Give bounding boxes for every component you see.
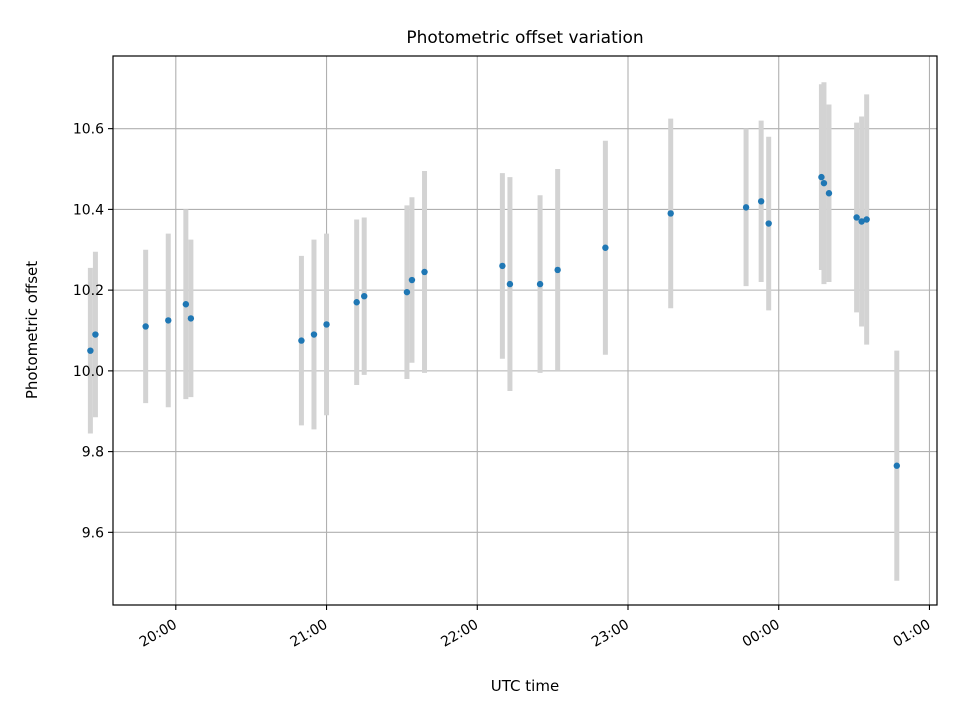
y-tick-label: 9.6: [82, 525, 104, 541]
data-point: [765, 220, 772, 227]
data-point: [667, 210, 674, 217]
plot-frame: [112, 55, 938, 606]
y-tick-label: 10.4: [73, 202, 104, 218]
y-axis-label: Photometric offset: [23, 261, 41, 399]
data-point: [142, 323, 149, 330]
data-point: [323, 321, 330, 328]
data-point: [310, 331, 318, 338]
point-layer: [87, 173, 901, 469]
data-point: [499, 262, 506, 270]
data-point: [506, 280, 514, 288]
data-point: [863, 216, 870, 223]
y-tick-label: 10.0: [73, 364, 104, 380]
data-point: [858, 218, 865, 225]
data-point: [165, 317, 172, 324]
data-point: [298, 337, 305, 344]
data-point: [893, 462, 901, 469]
data-point: [92, 331, 99, 338]
data-point: [421, 268, 428, 276]
data-point: [536, 280, 544, 288]
y-tick-label: 10.2: [73, 283, 104, 299]
data-point: [602, 244, 609, 251]
data-point: [182, 301, 190, 308]
data-point: [853, 214, 860, 221]
data-point: [187, 315, 195, 322]
data-point: [757, 198, 765, 205]
x-axis-label: UTC time: [491, 677, 559, 695]
y-axis-ticks: 9.6 9.8 10.0 10.2 10.4 10.6: [73, 122, 113, 541]
data-point: [818, 173, 825, 181]
chart-title: Photometric offset variation: [406, 28, 643, 48]
data-point: [361, 292, 368, 300]
data-point: [353, 299, 360, 306]
y-tick-label: 10.6: [73, 122, 104, 138]
data-point: [742, 204, 750, 211]
y-tick-label: 9.8: [82, 445, 104, 461]
data-point: [87, 347, 94, 354]
data-point: [820, 179, 828, 187]
data-point: [403, 288, 411, 296]
data-point: [825, 190, 833, 197]
data-point: [554, 266, 561, 274]
data-point: [408, 276, 416, 284]
